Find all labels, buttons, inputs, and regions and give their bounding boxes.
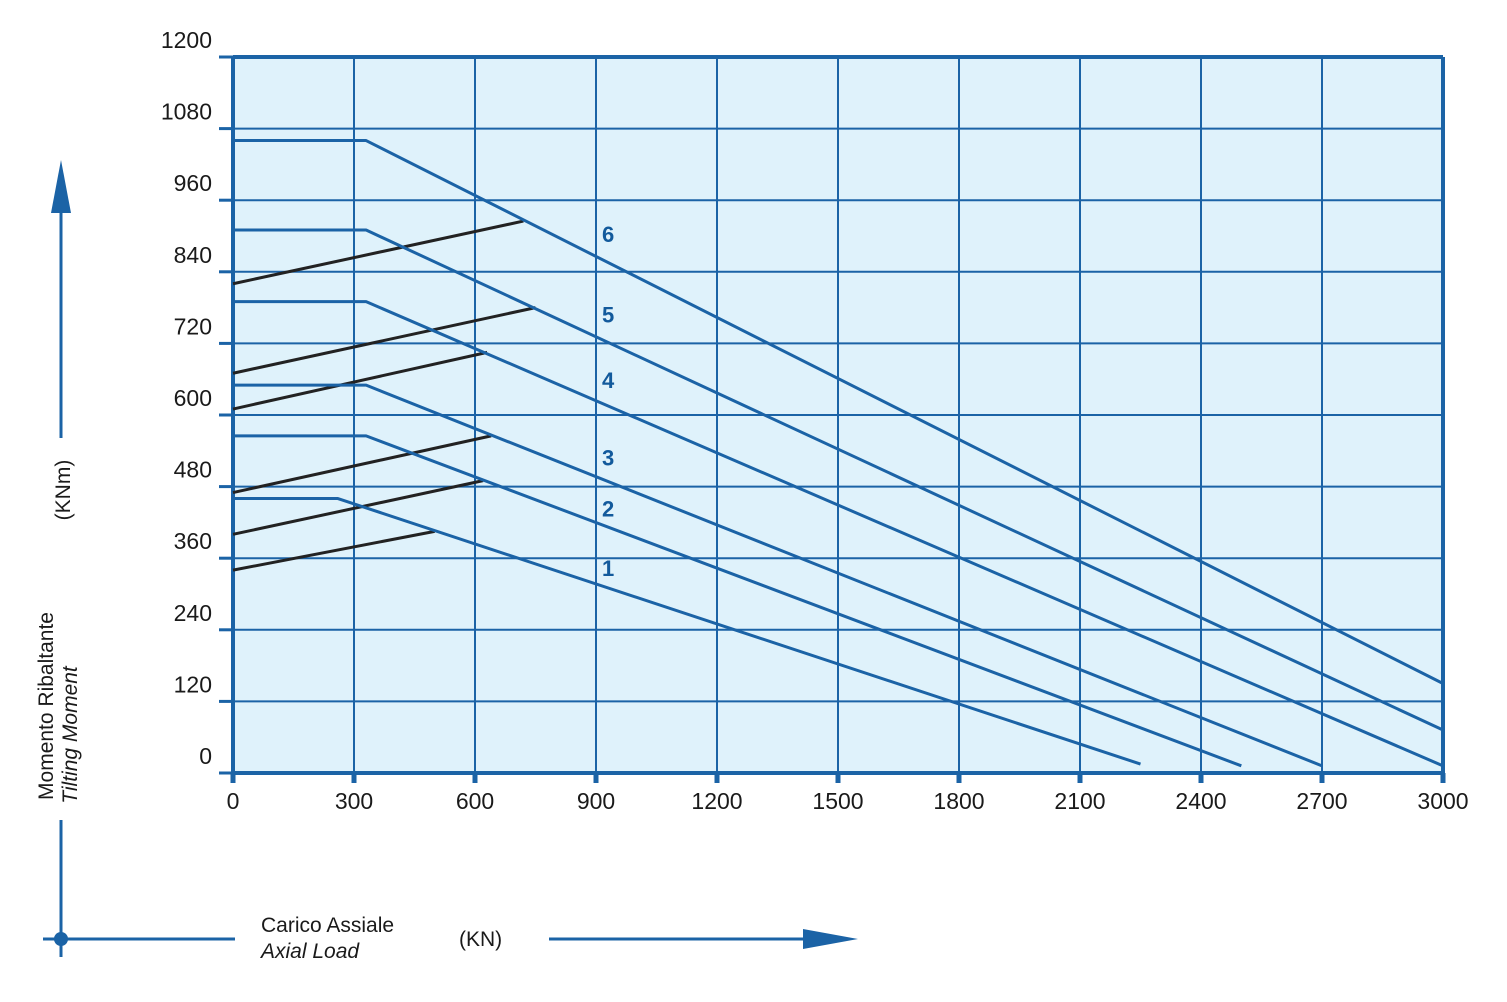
y-axis-arrow-head-icon	[51, 160, 71, 213]
series-line-6	[233, 139, 1444, 685]
y-axis-title: Momento Ribaltante	[35, 612, 58, 800]
y-tick-label: 960	[174, 170, 212, 196]
grid	[231, 55, 1445, 775]
x-axis-title: Carico Assiale	[261, 914, 394, 937]
y-tick-label: 840	[174, 242, 212, 268]
y-axis-title-english: Tilting Moment	[59, 665, 82, 804]
x-axis-title-english: Axial Load	[259, 940, 360, 963]
series-line-3	[233, 383, 1323, 768]
x-tick-label: 2100	[1054, 788, 1105, 814]
bolt-limit-line	[232, 529, 435, 572]
x-tick-label: 600	[456, 788, 494, 814]
bolt-limit-lines	[232, 219, 536, 572]
series-label-5: 5	[602, 303, 614, 328]
x-tick-label: 1200	[691, 788, 742, 814]
bolt-limit-line	[232, 434, 492, 495]
y-tick-label: 120	[174, 671, 212, 697]
series-label-1: 1	[602, 556, 614, 581]
y-tick-label: 0	[199, 743, 212, 769]
y-axis-unit: (KNm)	[52, 460, 75, 521]
y-tick-label: 1200	[161, 27, 212, 53]
series-label-6: 6	[602, 222, 614, 247]
bolt-limit-line	[232, 219, 524, 286]
series-line-2	[233, 434, 1242, 768]
y-tick-label: 240	[174, 600, 212, 626]
series-label-3: 3	[602, 446, 614, 471]
series-line-4	[233, 300, 1444, 768]
series-lines	[233, 139, 1444, 768]
series-labels: 1 2 3 4 5 6	[602, 222, 615, 581]
series-line-1	[233, 497, 1141, 766]
series-label-2: 2	[602, 496, 614, 521]
series-line-5	[233, 228, 1444, 732]
x-axis-unit: (KN)	[459, 928, 502, 951]
y-tick-label: 480	[174, 457, 212, 483]
x-tick-label: 900	[577, 788, 615, 814]
x-tick-label: 2700	[1296, 788, 1347, 814]
y-tick-label: 360	[174, 528, 212, 554]
x-axis-arrow-head-icon	[803, 929, 858, 949]
x-tick-label: 3000	[1417, 788, 1468, 814]
bolt-limit-line	[232, 306, 536, 375]
axis-ticks: 0 120 240 360 480 600 720 840 960 1080 1200 0 300 600…	[161, 27, 1469, 814]
y-tick-label: 720	[174, 313, 212, 339]
series-label-4: 4	[602, 368, 615, 393]
bolt-limit-line	[232, 350, 488, 411]
y-tick-label: 1080	[161, 99, 212, 125]
y-tick-label: 600	[174, 385, 212, 411]
corner-dot-icon	[54, 932, 68, 946]
x-tick-label: 300	[335, 788, 373, 814]
x-tick-label: 1500	[812, 788, 863, 814]
bolt-limit-line	[232, 479, 484, 536]
x-tick-label: 1800	[933, 788, 984, 814]
x-tick-label: 2400	[1175, 788, 1226, 814]
x-tick-label: 0	[227, 788, 240, 814]
